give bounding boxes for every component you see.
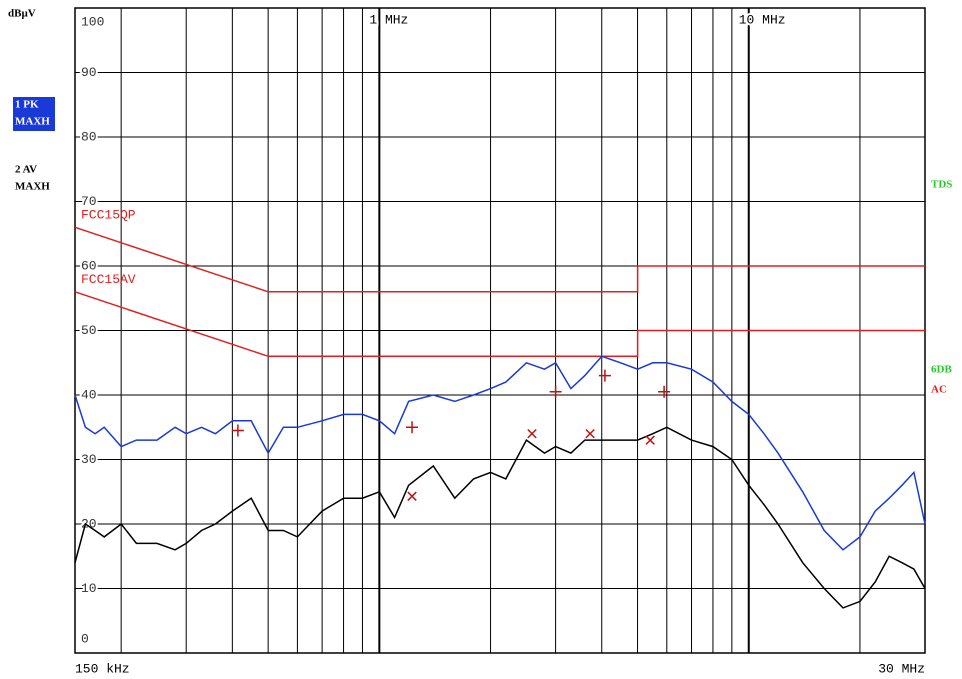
y-tick-label: 0: [81, 631, 89, 646]
limit-label: FCC15AV: [81, 272, 136, 287]
status-label: 6DB: [931, 364, 952, 376]
marker: [406, 421, 419, 434]
y-tick-label: 10: [81, 581, 97, 596]
x-tick-label: 30 MHz: [878, 661, 925, 676]
y-tick-label: 80: [81, 129, 97, 144]
limit-line: [74, 291, 925, 358]
y-tick-label: 60: [81, 258, 97, 273]
marker: [231, 424, 244, 437]
y-tick-label: 70: [81, 194, 97, 209]
x-tick-label: 1 MHz: [369, 12, 408, 27]
y-tick-label: 30: [81, 452, 97, 467]
marker: [598, 369, 611, 382]
status-label: TDS: [931, 179, 952, 191]
marker: [645, 435, 655, 445]
marker: [585, 428, 595, 439]
marker: [549, 385, 562, 398]
marker: [658, 385, 671, 398]
legend-label: 2 AV: [15, 164, 37, 176]
limit-line: [74, 226, 925, 293]
legend-mode: MAXH: [15, 116, 50, 128]
trace: [74, 426, 926, 609]
trace: [74, 355, 926, 551]
y-tick-label: 40: [81, 387, 97, 402]
legend-label: 1 PK: [15, 99, 39, 111]
legend-mode: MAXH: [15, 181, 50, 193]
y-tick-label: 100: [81, 14, 104, 29]
limit-label: FCC15QP: [81, 208, 136, 223]
legend-bg: [13, 97, 55, 131]
x-tick-label: 10 MHz: [739, 12, 786, 27]
marker: [407, 491, 417, 501]
status-label: AC: [931, 384, 947, 396]
y-tick-label: 90: [81, 65, 97, 80]
marker: [527, 428, 537, 439]
x-tick-label: 150 kHz: [75, 661, 130, 676]
y-unit: dBµV: [8, 8, 36, 20]
y-tick-label: 50: [81, 323, 97, 338]
